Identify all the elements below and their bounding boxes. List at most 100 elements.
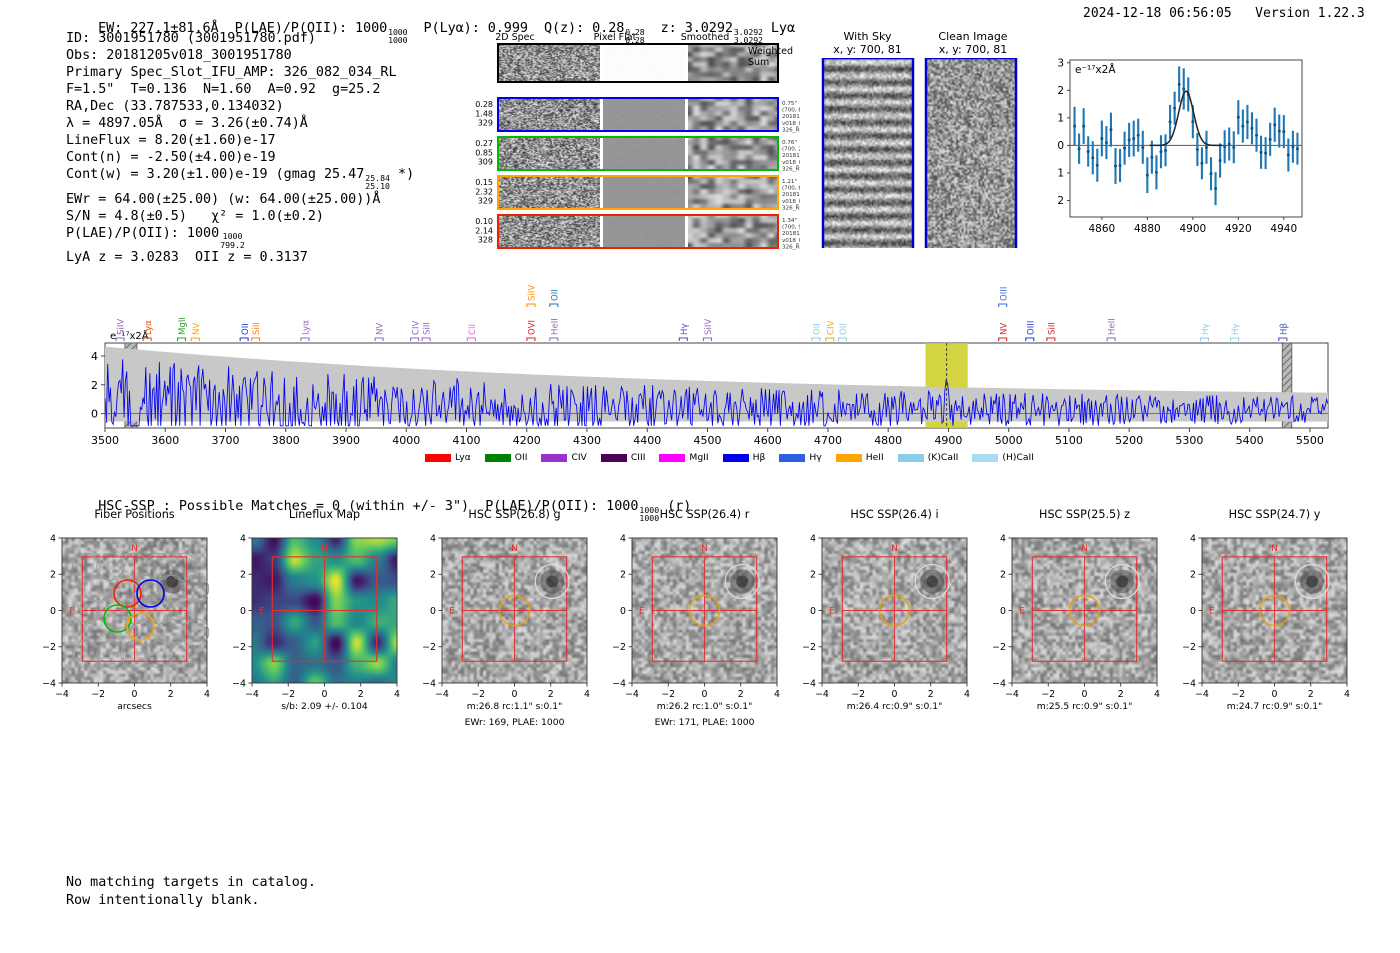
panel-0-ytick: 2 xyxy=(50,570,56,581)
info-plae-fraction: 1000 799.2 xyxy=(220,231,245,250)
panel-5-ytick: 4 xyxy=(1000,534,1006,544)
panel-4-xtick: 0 xyxy=(892,689,898,700)
cutout-0-title: With Sky xyxy=(843,30,892,43)
panel-2-xtick: 0 xyxy=(512,689,518,700)
spec2d-row-3-leftlabel-0: 0.10 xyxy=(475,217,493,226)
header-z: z: 3.0292 xyxy=(660,20,733,36)
spec2d-row-2-meta-3: v018_02 xyxy=(782,199,800,205)
legend-label: CIII xyxy=(630,452,646,463)
header-ew: EW: 227.1±81.6Å xyxy=(98,20,219,36)
panel-3-xtick: −4 xyxy=(625,689,639,700)
spec2d-row-3-meta-4: 326_RL_009 xyxy=(782,244,800,250)
info-obs: Obs: 20181205v018_3001951780 xyxy=(66,48,292,63)
info-ewr: EWr = 64.00(±25.00) (w: 64.00(±25.00))Å xyxy=(66,191,381,207)
spectrum-xtick: 5000 xyxy=(995,434,1023,447)
header-plya: P(Lyα): 0.999 xyxy=(423,20,528,36)
spectrum-xtick: 4600 xyxy=(754,434,782,447)
spec2d-row-3-meta-3: v018_02 xyxy=(782,238,800,244)
line-profile-ytick: 1 xyxy=(1057,112,1064,124)
panel-4-compass-east: E xyxy=(829,606,835,616)
panel-3-ytick: −2 xyxy=(612,642,626,653)
emission-line-label-oii: OII xyxy=(550,289,560,301)
panel-0-ytick: 4 xyxy=(50,534,56,544)
panel-1-title: Lineflux Map xyxy=(288,508,361,521)
spec2d-row-0-leftlabel-0: 0.28 xyxy=(475,100,493,109)
panel-0-ytick: −4 xyxy=(42,678,56,689)
panel-4-compass-north: N xyxy=(891,544,898,554)
panel-2-ytick: 2 xyxy=(430,570,436,581)
panel-0-xtick: −4 xyxy=(55,689,69,700)
info-primary-spec: Primary Spec_Slot_IFU_AMP: 326_082_034_R… xyxy=(66,65,397,80)
legend-swatch-hcaii xyxy=(972,453,999,462)
legend-label: Hγ xyxy=(809,452,822,463)
panel-4-canvas: N E −4 −2 0 2 4 4 2 0 −2 −4 xyxy=(802,534,970,700)
legend-swatch-lyα xyxy=(425,453,451,462)
panel-6-title: HSC SSP(24.7) y xyxy=(1228,508,1321,521)
cutout-panel-group: With Sky x, y: 700, 81 Clean Image x, y:… xyxy=(820,30,1025,250)
line-profile-xtick: 4880 xyxy=(1134,223,1161,235)
panel-4-xtick: −2 xyxy=(851,689,865,700)
legend-item-hγ: Hγ xyxy=(779,452,822,463)
info-cont-n: Cont(n) = -2.50(±4.00)e-19 xyxy=(66,150,276,165)
spectrum-xtick: 3500 xyxy=(91,434,119,447)
legend-swatch-oii xyxy=(484,453,511,462)
spec2d-row-0-leftlabel-2: 329 xyxy=(478,119,493,128)
panel-6-xtick: −2 xyxy=(1231,689,1245,700)
panel-5-ytick: 2 xyxy=(1000,570,1006,581)
spectrum-error-band xyxy=(105,346,1328,422)
emission-line-label-oii: OII xyxy=(813,323,823,335)
legend-label: (H)CaII xyxy=(1002,452,1034,463)
spectrum-ytick: 4 xyxy=(91,350,98,363)
spec2d-row-2-leftlabel-0: 0.15 xyxy=(475,178,493,187)
spectrum-xtick: 3900 xyxy=(332,434,360,447)
emission-line-label-siii: SiII xyxy=(1047,322,1057,335)
spectrum-xtick: 5300 xyxy=(1175,434,1203,447)
panel-2-ytick: −4 xyxy=(422,678,436,689)
panel-2-xtick: −4 xyxy=(435,689,449,700)
legend-swatch-mgii xyxy=(659,453,686,462)
spec2d-row-1-leftlabel-1: 0.85 xyxy=(475,148,493,157)
panel-5-ytick: −4 xyxy=(992,678,1006,689)
spectrum-xtick: 4400 xyxy=(633,434,661,447)
header-plae-fraction: 1000 1000 xyxy=(388,26,408,46)
panel-0-subtitle-1: arcsecs xyxy=(117,701,152,712)
line-profile-xtick: 4920 xyxy=(1225,223,1252,235)
panel-6-ytick: −2 xyxy=(1182,642,1196,653)
emission-line-label-nv: NV xyxy=(999,323,1009,335)
panel-6-ytick: 0 xyxy=(1190,606,1196,617)
emission-line-label-heii: HeII xyxy=(1108,318,1118,335)
cutouts-canvas xyxy=(821,58,1018,248)
panel-3-xtick: 2 xyxy=(738,689,744,700)
panel-3-xtick: 0 xyxy=(702,689,708,700)
emission-line-label-ovi: OVI xyxy=(528,320,538,335)
panel-1-xtick: −2 xyxy=(281,689,295,700)
line-profile-ytick: 2 xyxy=(1057,195,1064,207)
panel-6-canvas: N E −4 −2 0 2 4 4 2 0 −2 −4 xyxy=(1182,534,1350,700)
emission-line-label-siiv: SiIV xyxy=(528,285,538,301)
spec2d-weighted-sum-label: Weighted Sum xyxy=(748,46,793,68)
bottom-note-line1: No matching targets in catalog. xyxy=(66,875,316,890)
panel-0-xtick: 0 xyxy=(132,689,138,700)
panel-3-ytick: 4 xyxy=(620,534,626,544)
emission-line-label-nv: NV xyxy=(192,323,202,335)
legend-label: Hβ xyxy=(752,452,766,463)
cutout-0-coords: x, y: 700, 81 xyxy=(833,43,902,56)
panel-4-xtick: 2 xyxy=(928,689,934,700)
spec2d-row-2-leftlabel-2: 329 xyxy=(478,197,493,206)
cutout-0-frame xyxy=(821,58,915,248)
version-timestamp: 2024-12-18 06:56:05 Version 1.22.3 xyxy=(1083,6,1365,21)
spec2d-row-1-meta-0: 0.76" xyxy=(782,140,797,146)
spectrum-xtick: 5500 xyxy=(1296,434,1324,447)
spec2d-row-3-meta-0: 1.34" xyxy=(782,218,797,224)
panel-3-title: HSC SSP(26.4) r xyxy=(659,508,750,521)
spec2d-row-2-meta-0: 1.21" xyxy=(782,179,797,185)
panel-6-ytick: −4 xyxy=(1182,678,1196,689)
legend-label: (K)CaII xyxy=(927,452,959,463)
panel-1-ytick: −4 xyxy=(232,678,246,689)
info-lambda-sigma: λ = 4897.05Å σ = 3.26(±0.74)Å xyxy=(66,116,308,131)
panel-5-xtick: −2 xyxy=(1041,689,1055,700)
panel-4-ytick: 4 xyxy=(810,534,816,544)
panel-4-xtick: −4 xyxy=(815,689,829,700)
panel-1-xtick: 2 xyxy=(358,689,364,700)
line-profile-xtick: 4860 xyxy=(1088,223,1115,235)
